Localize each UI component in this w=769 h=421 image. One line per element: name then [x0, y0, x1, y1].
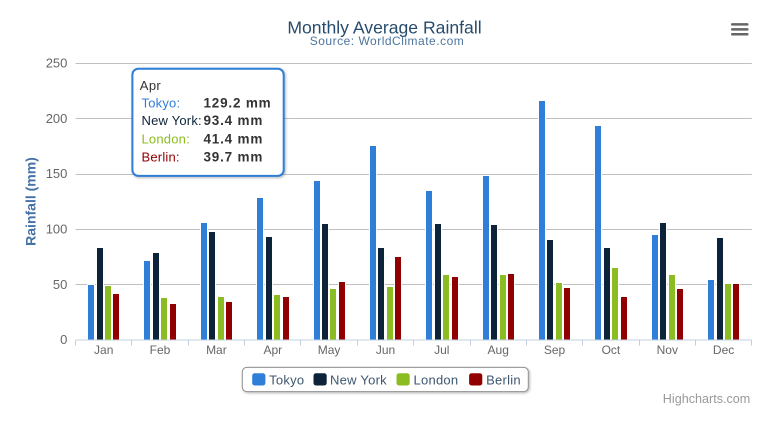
- svg-text:Rainfall (mm): Rainfall (mm): [23, 157, 39, 246]
- svg-text:Apr: Apr: [140, 78, 162, 93]
- svg-text:129.2 mm: 129.2 mm: [204, 96, 272, 111]
- svg-text:Mar: Mar: [206, 343, 227, 357]
- svg-text:Berlin:: Berlin:: [142, 150, 180, 165]
- svg-text:New York:: New York:: [142, 113, 202, 128]
- svg-text:Dec: Dec: [713, 343, 734, 357]
- svg-text:200: 200: [46, 111, 68, 126]
- svg-text:Sep: Sep: [544, 343, 566, 357]
- svg-text:150: 150: [46, 166, 68, 181]
- svg-text:New York: New York: [330, 373, 387, 388]
- svg-text:Feb: Feb: [150, 343, 171, 357]
- svg-text:250: 250: [46, 56, 68, 71]
- svg-text:Highcharts.com: Highcharts.com: [663, 392, 751, 406]
- svg-text:London:: London:: [142, 131, 190, 146]
- svg-text:0: 0: [60, 332, 67, 347]
- svg-text:Monthly Average Rainfall: Monthly Average Rainfall: [287, 18, 481, 38]
- svg-text:Tokyo:: Tokyo:: [142, 96, 181, 111]
- svg-text:Berlin: Berlin: [486, 373, 521, 388]
- svg-text:Jul: Jul: [434, 343, 449, 357]
- svg-text:100: 100: [46, 222, 68, 237]
- svg-text:Apr: Apr: [263, 343, 282, 357]
- svg-text:Tokyo: Tokyo: [269, 373, 304, 388]
- svg-text:39.7 mm: 39.7 mm: [204, 150, 264, 165]
- svg-text:41.4 mm: 41.4 mm: [204, 131, 264, 146]
- svg-text:Oct: Oct: [602, 343, 621, 357]
- svg-text:Jun: Jun: [376, 343, 395, 357]
- svg-text:50: 50: [53, 277, 67, 292]
- svg-text:Source: WorldClimate.com: Source: WorldClimate.com: [310, 34, 465, 48]
- svg-text:Aug: Aug: [488, 343, 509, 357]
- svg-text:Jan: Jan: [94, 343, 113, 357]
- svg-text:93.4 mm: 93.4 mm: [204, 113, 264, 128]
- svg-text:May: May: [318, 343, 341, 357]
- svg-text:Nov: Nov: [657, 343, 678, 357]
- svg-text:London: London: [414, 373, 459, 388]
